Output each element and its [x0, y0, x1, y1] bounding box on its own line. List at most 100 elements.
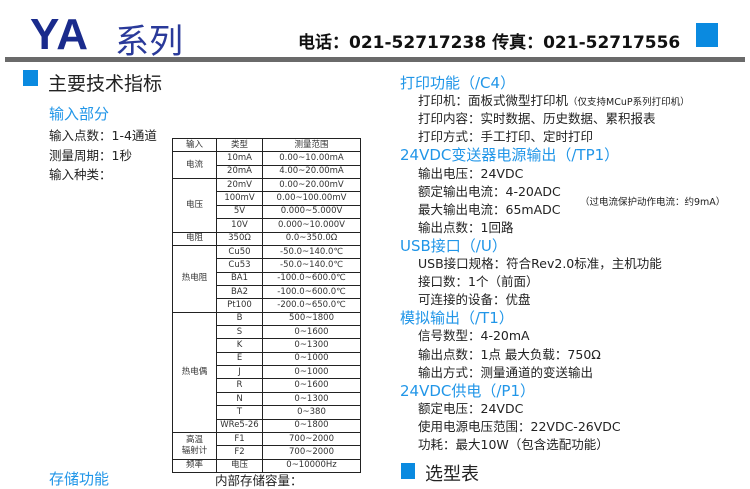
option-heading: USB接口（/U）: [400, 235, 507, 256]
type-cell: R: [216, 378, 263, 393]
option-note: （仅支持MCuP系列打印机）: [568, 97, 690, 109]
range-cell: -100.0~600.0℃: [262, 284, 361, 300]
input-category: 热电偶: [172, 311, 217, 433]
table-row: 高温 辐射计 F1 700~2000: [172, 431, 361, 460]
type-cell: BA1: [216, 271, 263, 286]
option-text: 24VDC变送器电源输出（/TP1）: [400, 146, 620, 165]
table-row: 电压 20mV 0.00~20.00mV: [172, 178, 361, 233]
type-cell: WRe5-26: [216, 418, 263, 433]
option-text: 模拟输出（/T1）: [400, 309, 514, 328]
table-row: 热电偶 B 500~1800: [172, 311, 361, 433]
table-header-row: 输入 类型 测量范围: [172, 137, 361, 153]
range-cell: 500~1800: [262, 311, 361, 327]
storage-heading: 存储功能: [49, 470, 110, 488]
option-text: 最大输出电流：65mADC: [418, 201, 561, 217]
option-text: 打印功能（/C4）: [400, 74, 516, 92]
type-cell: B: [216, 311, 263, 327]
option-line: 输出电压：24VDC: [418, 163, 523, 182]
range-cell: 0.00~10.00mA: [262, 151, 361, 166]
table-row: Cu53 -50.0~140.0℃: [173, 258, 361, 273]
range-cell: -50.0~140.0℃: [262, 244, 361, 260]
type-cell: 20mV: [216, 178, 263, 193]
type-cell: F2: [216, 445, 263, 460]
input-types-table: 输入 类型 测量范围 电流 10mA 0.00~10.00mA 20mA 4.00~20.00…: [172, 137, 361, 473]
option-text: 输出电压：24VDC: [418, 165, 524, 181]
range-cell: -100.0~600.0℃: [262, 271, 361, 286]
option-line: 可连接的设备：优盘: [418, 289, 531, 308]
type-cell: S: [216, 325, 263, 340]
option-text: 24VDC供电（/P1）: [400, 381, 536, 400]
input-category: 频率: [172, 458, 217, 473]
type-cell: BA2: [216, 284, 263, 300]
table-row: 10V 0.000~10.000V: [173, 218, 361, 233]
option-line: 信号数型：4-20mA: [418, 325, 530, 344]
option-text: 输出点数：1点 最大负载：750Ω: [418, 346, 601, 362]
input-types: 输入种类：: [49, 167, 112, 182]
option-text: 信号数型：4-20mA: [418, 328, 530, 344]
table-row: 电流 10mA 0.00~10.00mA: [172, 151, 361, 180]
type-cell: 350Ω: [216, 231, 263, 246]
table-row: 100mV 0.00~100.00mV: [173, 191, 361, 206]
input-heading: 输入部分: [49, 105, 110, 123]
option-heading: 24VDC供电（/P1）: [400, 380, 535, 401]
option-text: USB接口（/U）: [400, 236, 507, 255]
option-line: 功耗：最大10W（包含选配功能）: [418, 434, 609, 453]
range-cell: 0~1000: [262, 351, 361, 367]
option-heading: 打印功能（/C4）: [400, 72, 515, 93]
option-heading: 24VDC变送器电源输出（/TP1）: [400, 144, 619, 165]
option-line: 使用电源电压范围：22VDC-26VDC: [418, 416, 621, 435]
range-cell: 0~380: [262, 405, 361, 420]
range-cell: 0~10000Hz: [262, 458, 361, 473]
type-cell: 100mV: [216, 191, 263, 206]
option-text: USB接口规格：符合Rev2.0标准，主机功能: [418, 256, 662, 271]
section-marker-icon: [401, 463, 415, 479]
type-cell: 10V: [216, 218, 263, 233]
header-divider: [5, 57, 745, 62]
range-cell: 0~1000: [262, 365, 361, 380]
option-text: 输出点数：1回路: [418, 219, 514, 235]
table-row: F2 700~2000: [173, 445, 361, 460]
overcurrent-note: （过电流保护动作电流：约9mA）: [580, 197, 726, 208]
range-cell: 0.000~5.000V: [262, 204, 361, 220]
storage-capacity: 内部存储容量：: [215, 473, 303, 488]
option-text: 使用电源电压范围：22VDC-26VDC: [418, 418, 621, 434]
table-row: 热电阻 Cu50 -50.0~140.0℃: [172, 244, 361, 313]
type-cell: Cu50: [216, 244, 263, 260]
range-cell: 4.00~20.00mA: [262, 164, 361, 180]
option-line: 打印方式：手工打印、定时打印: [418, 126, 593, 145]
type-cell: K: [216, 338, 263, 353]
range-cell: -50.0~140.0℃: [262, 258, 361, 273]
option-line: 最大输出电流：65mADC: [418, 199, 561, 218]
option-line: 打印机：面板式微型打印机（仅支持MCuP系列打印机）: [418, 90, 690, 109]
table-row: J 0~1000: [173, 365, 361, 380]
input-period: 测量周期：1秒: [49, 148, 132, 163]
column-header: 测量范围: [262, 137, 361, 153]
range-cell: 0~1300: [262, 391, 361, 407]
input-category: 电压: [172, 178, 217, 233]
range-cell: 0.00~100.00mV: [262, 191, 361, 206]
type-cell: J: [216, 365, 263, 380]
type-cell: F1: [216, 431, 263, 447]
option-heading: 模拟输出（/T1）: [400, 307, 514, 328]
range-cell: 700~2000: [262, 445, 361, 460]
option-text: 打印内容：实时数据、历史数据、累积报表: [418, 111, 656, 127]
option-line: USB接口规格：符合Rev2.0标准，主机功能: [418, 253, 662, 272]
range-cell: 700~2000: [262, 431, 361, 447]
input-category: 电阻: [172, 231, 217, 246]
range-cell: 0~1600: [262, 378, 361, 393]
option-text: 打印方式：手工打印、定时打印: [418, 129, 594, 145]
type-cell: N: [216, 391, 263, 407]
option-text: 额定电压：24VDC: [418, 400, 524, 416]
type-cell: E: [216, 351, 263, 367]
series-title: 系列: [115, 22, 183, 62]
type-cell: 20mA: [216, 164, 263, 180]
contact-info: 电话：021-52717238 传真：021-52717556: [298, 33, 681, 53]
section-marker-icon: [23, 70, 38, 86]
brand-logo: YA: [30, 10, 90, 59]
option-line: 额定电压：24VDC: [418, 398, 523, 417]
range-cell: 0~1800: [262, 418, 361, 433]
table-row: BA1 -100.0~600.0℃: [173, 271, 361, 286]
type-cell: Cu53: [216, 258, 263, 273]
option-line: 输出方式：测量通道的变送输出: [418, 362, 593, 381]
range-cell: 0.000~10.000V: [262, 218, 361, 233]
